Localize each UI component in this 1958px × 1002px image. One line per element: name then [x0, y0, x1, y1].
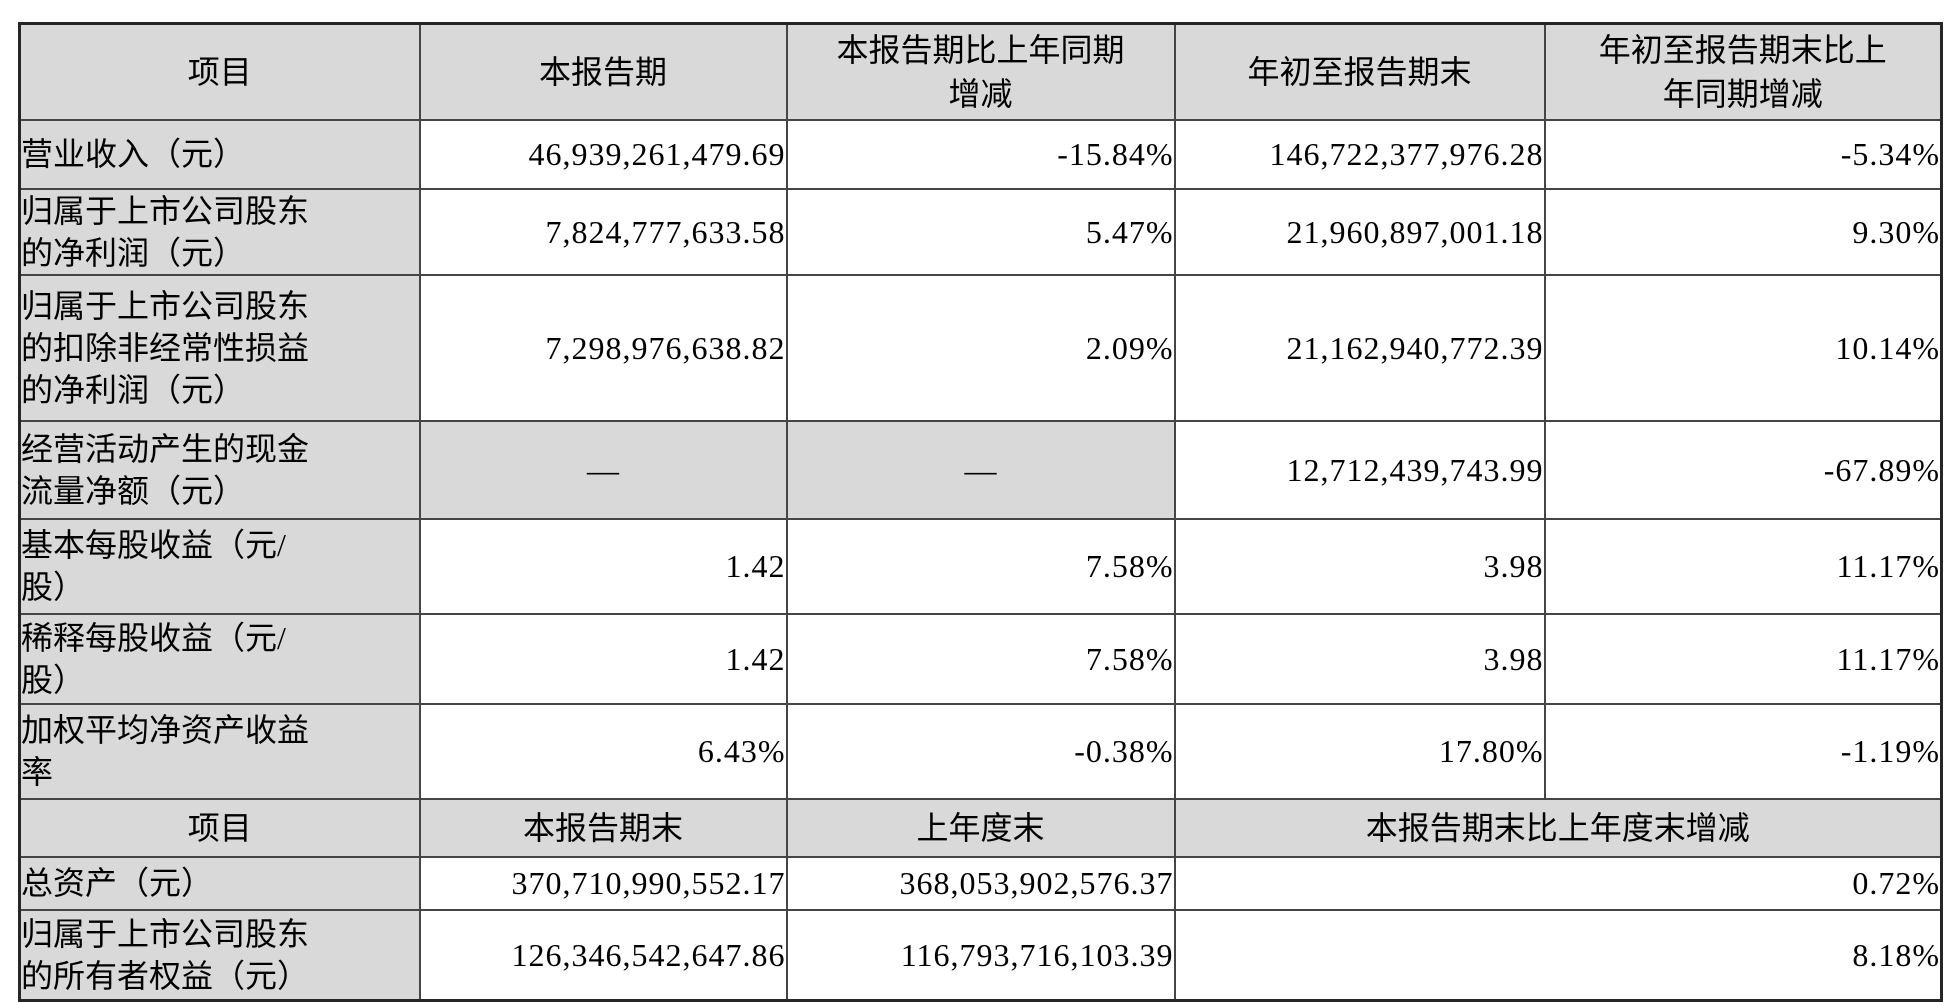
metric-label: 总资产（元）: [18, 855, 421, 911]
table-row-basic-eps: 基本每股收益（元/ 股） 1.42 7.58% 3.98 11.17%: [18, 517, 1943, 615]
value-cell: 1.42: [418, 517, 788, 615]
value-cell: 21,162,940,772.39: [1173, 273, 1546, 422]
value-cell: 10.14%: [1543, 273, 1943, 422]
value-cell: 11.17%: [1543, 612, 1943, 705]
table-row-revenue: 营业收入（元） 46,939,261,479.69 -15.84% 146,72…: [18, 118, 1943, 190]
header-item: 项目: [18, 22, 421, 121]
value-cell: 368,053,902,576.37: [785, 855, 1176, 911]
value-cell: 9.30%: [1543, 187, 1943, 276]
metric-label: 稀释每股收益（元/ 股）: [18, 612, 421, 705]
value-cell: 7,298,976,638.82: [418, 273, 788, 422]
value-cell: 370,710,990,552.17: [418, 855, 788, 911]
metric-label: 基本每股收益（元/ 股）: [18, 517, 421, 615]
value-cell: 21,960,897,001.18: [1173, 187, 1546, 276]
table-row-net-profit-excl-nonrecurring: 归属于上市公司股东 的扣除非经常性损益 的净利润（元） 7,298,976,63…: [18, 273, 1943, 422]
table-row-total-assets: 总资产（元） 370,710,990,552.17 368,053,902,57…: [18, 855, 1943, 911]
value-cell: 8.18%: [1173, 908, 1943, 1002]
metric-label: 经营活动产生的现金 流量净额（元）: [18, 419, 421, 520]
value-cell: -67.89%: [1543, 419, 1943, 520]
table-row-net-profit: 归属于上市公司股东 的净利润（元） 7,824,777,633.58 5.47%…: [18, 187, 1943, 276]
header-end-of-prior-year: 上年度末: [785, 797, 1176, 858]
value-cell: 1.42: [418, 612, 788, 705]
value-cell: 3.98: [1173, 517, 1546, 615]
value-cell: 7,824,777,633.58: [418, 187, 788, 276]
value-cell: 11.17%: [1543, 517, 1943, 615]
table-row-operating-cash-flow: 经营活动产生的现金 流量净额（元） — — 12,712,439,743.99 …: [18, 419, 1943, 520]
header-yoy-change: 本报告期比上年同期 增减: [785, 22, 1176, 121]
financial-summary-table: 项目 本报告期 本报告期比上年同期 增减 年初至报告期末 年初至报告期末比上 年…: [18, 22, 1943, 1002]
value-cell: 12,712,439,743.99: [1173, 419, 1546, 520]
value-cell: -0.38%: [785, 702, 1176, 800]
value-cell: 5.47%: [785, 187, 1176, 276]
header-current-period: 本报告期: [418, 22, 788, 121]
header-change-vs-prior-yearend: 本报告期末比上年度末增减: [1173, 797, 1943, 858]
table-row-shareholders-equity: 归属于上市公司股东 的所有者权益（元） 126,346,542,647.86 1…: [18, 908, 1943, 1002]
value-cell: 126,346,542,647.86: [418, 908, 788, 1002]
yearend-header-row: 项目 本报告期末 上年度末 本报告期末比上年度末增减: [18, 797, 1943, 858]
table-row-weighted-avg-roe: 加权平均净资产收益 率 6.43% -0.38% 17.80% -1.19%: [18, 702, 1943, 800]
period-header-row: 项目 本报告期 本报告期比上年同期 增减 年初至报告期末 年初至报告期末比上 年…: [18, 22, 1943, 121]
metric-label: 归属于上市公司股东 的净利润（元）: [18, 187, 421, 276]
metric-label: 加权平均净资产收益 率: [18, 702, 421, 800]
metric-label: 归属于上市公司股东 的所有者权益（元）: [18, 908, 421, 1002]
value-cell: -1.19%: [1543, 702, 1943, 800]
value-cell: -15.84%: [785, 118, 1176, 190]
metric-label: 营业收入（元）: [18, 118, 421, 190]
header-ytd: 年初至报告期末: [1173, 22, 1546, 121]
value-cell: 7.58%: [785, 612, 1176, 705]
value-cell: -5.34%: [1543, 118, 1943, 190]
value-cell: 17.80%: [1173, 702, 1546, 800]
value-cell: 7.58%: [785, 517, 1176, 615]
value-cell: 3.98: [1173, 612, 1546, 705]
header-ytd-yoy-change: 年初至报告期末比上 年同期增减: [1543, 22, 1943, 121]
value-cell: 116,793,716,103.39: [785, 908, 1176, 1002]
metric-label: 归属于上市公司股东 的扣除非经常性损益 的净利润（元）: [18, 273, 421, 422]
header-end-of-period: 本报告期末: [418, 797, 788, 858]
value-cell: 2.09%: [785, 273, 1176, 422]
na-dash-cell: —: [785, 419, 1176, 520]
header-item-2: 项目: [18, 797, 421, 858]
na-dash-cell: —: [418, 419, 788, 520]
table-row-diluted-eps: 稀释每股收益（元/ 股） 1.42 7.58% 3.98 11.17%: [18, 612, 1943, 705]
value-cell: 6.43%: [418, 702, 788, 800]
value-cell: 0.72%: [1173, 855, 1943, 911]
value-cell: 146,722,377,976.28: [1173, 118, 1546, 190]
value-cell: 46,939,261,479.69: [418, 118, 788, 190]
